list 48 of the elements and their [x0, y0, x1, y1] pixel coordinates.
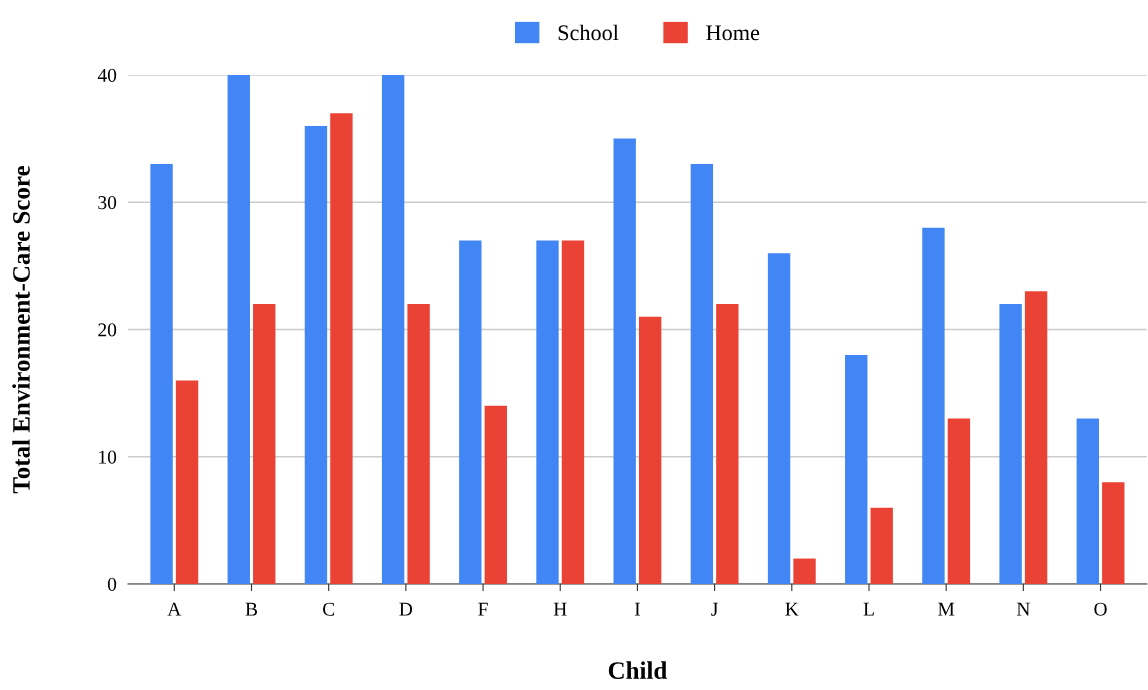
bar	[613, 138, 636, 584]
bar	[999, 304, 1022, 584]
y-axis-title: Total Environment-Care Score	[12, 166, 30, 494]
bar	[1076, 418, 1099, 584]
bar	[767, 253, 791, 584]
bar	[253, 304, 276, 584]
bar	[793, 558, 816, 584]
x-tick-label: D	[399, 602, 413, 616]
x-tick-label: H	[553, 602, 567, 616]
y-tick-label: 20	[98, 323, 117, 337]
x-tick-label: L	[863, 602, 874, 616]
x-axis-title: Child	[608, 661, 668, 679]
bar	[175, 380, 199, 584]
bar	[484, 405, 507, 584]
bar	[407, 304, 430, 584]
bar	[922, 227, 945, 584]
bar	[716, 304, 739, 584]
bar	[459, 240, 482, 584]
bar	[330, 113, 353, 584]
bar	[304, 125, 328, 584]
bar	[947, 418, 971, 584]
bar	[1102, 482, 1125, 584]
x-tick-label: K	[785, 602, 799, 616]
legend-label: School	[558, 24, 619, 41]
bar	[690, 164, 714, 584]
bar	[561, 240, 585, 584]
x-tick-label: I	[634, 602, 640, 616]
bar	[638, 316, 662, 584]
x-tick-label: A	[167, 602, 182, 616]
y-tick-label: 40	[97, 68, 117, 82]
x-tick-label: N	[1016, 602, 1030, 616]
bar	[536, 240, 559, 584]
x-tick-label: J	[711, 602, 718, 616]
x-tick-label: M	[938, 602, 955, 616]
bar	[1024, 291, 1048, 584]
bar	[845, 354, 868, 584]
y-tick-label: 10	[99, 450, 117, 464]
bar	[227, 75, 250, 584]
bar	[870, 507, 893, 584]
x-tick-label: O	[1094, 602, 1107, 616]
y-tick-label: 0	[107, 577, 117, 591]
x-tick-label: B	[245, 602, 258, 616]
legend-label: Home	[706, 25, 760, 41]
y-tick-label: 30	[98, 196, 117, 210]
x-tick-label: F	[478, 602, 488, 616]
bar	[381, 75, 405, 584]
x-tick-label: C	[323, 602, 335, 616]
bar	[150, 164, 173, 584]
